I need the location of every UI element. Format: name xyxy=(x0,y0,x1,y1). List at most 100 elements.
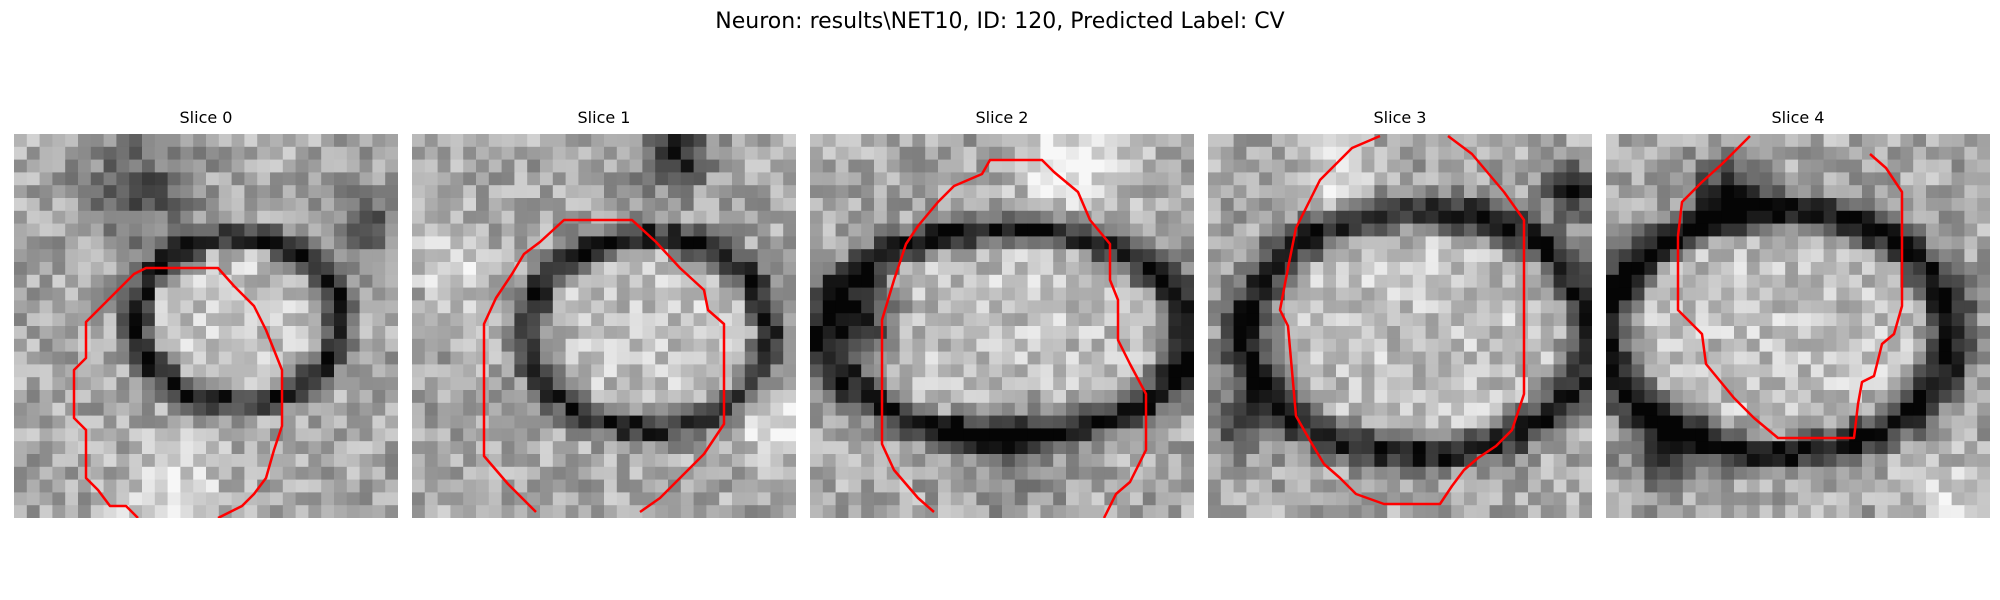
image-pixel xyxy=(488,390,502,404)
image-pixel xyxy=(886,134,900,148)
image-pixel xyxy=(1155,159,1169,173)
image-pixel xyxy=(1913,351,1927,365)
image-pixel xyxy=(1155,274,1169,288)
image-pixel xyxy=(26,364,40,378)
image-pixel xyxy=(244,274,258,288)
image-pixel xyxy=(1657,364,1671,378)
image-pixel xyxy=(1053,210,1067,224)
image-pixel xyxy=(1438,172,1452,186)
image-pixel xyxy=(899,210,913,224)
image-pixel xyxy=(1361,326,1375,340)
image-pixel xyxy=(257,198,271,212)
image-pixel xyxy=(1040,402,1054,416)
image-pixel xyxy=(1117,454,1131,468)
image-pixel xyxy=(1515,364,1529,378)
image-pixel xyxy=(604,492,618,506)
image-pixel xyxy=(1708,390,1722,404)
image-pixel xyxy=(1682,441,1696,455)
image-pixel xyxy=(1014,249,1028,263)
image-pixel xyxy=(668,210,682,224)
image-pixel xyxy=(604,390,618,404)
image-pixel xyxy=(1553,249,1567,263)
image-pixel xyxy=(976,262,990,276)
image-pixel xyxy=(450,172,464,186)
image-pixel xyxy=(359,223,373,237)
image-pixel xyxy=(142,274,156,288)
image-pixel xyxy=(1259,402,1273,416)
image-pixel xyxy=(1977,210,1990,224)
image-pixel xyxy=(757,300,771,314)
image-pixel xyxy=(1900,441,1914,455)
image-pixel xyxy=(680,492,694,506)
image-pixel xyxy=(1066,377,1080,391)
image-pixel xyxy=(1066,236,1080,250)
image-pixel xyxy=(1951,249,1965,263)
image-pixel xyxy=(835,351,849,365)
image-pixel xyxy=(668,505,682,518)
image-pixel xyxy=(1951,326,1965,340)
image-pixel xyxy=(1823,479,1837,493)
image-pixel xyxy=(668,441,682,455)
image-pixel xyxy=(629,198,643,212)
image-pixel xyxy=(1900,236,1914,250)
image-pixel xyxy=(874,479,888,493)
image-pixel xyxy=(732,466,746,480)
image-pixel xyxy=(1348,402,1362,416)
image-pixel xyxy=(810,172,824,186)
image-pixel xyxy=(90,479,104,493)
image-pixel xyxy=(693,351,707,365)
image-pixel xyxy=(1002,185,1016,199)
image-pixel xyxy=(321,146,335,160)
image-pixel xyxy=(1130,159,1144,173)
image-pixel xyxy=(822,236,836,250)
image-pixel xyxy=(1515,492,1529,506)
image-pixel xyxy=(1181,274,1194,288)
image-pixel xyxy=(757,172,771,186)
image-pixel xyxy=(1540,390,1554,404)
image-pixel xyxy=(1926,159,1940,173)
image-pixel xyxy=(693,300,707,314)
image-pixel xyxy=(706,210,720,224)
image-pixel xyxy=(1540,172,1554,186)
image-pixel xyxy=(604,262,618,276)
image-pixel xyxy=(848,134,862,148)
image-pixel xyxy=(116,146,130,160)
image-pixel xyxy=(218,454,232,468)
image-pixel xyxy=(1553,210,1567,224)
image-pixel xyxy=(810,287,824,301)
image-pixel xyxy=(1874,364,1888,378)
image-pixel xyxy=(359,262,373,276)
image-pixel xyxy=(103,236,117,250)
image-pixel xyxy=(1926,146,1940,160)
image-pixel xyxy=(1515,466,1529,480)
image-pixel xyxy=(270,146,284,160)
image-pixel xyxy=(1002,313,1016,327)
image-pixel xyxy=(1785,134,1799,148)
image-pixel xyxy=(514,492,528,506)
image-pixel xyxy=(1553,466,1567,480)
image-pixel xyxy=(206,274,220,288)
image-pixel xyxy=(1374,287,1388,301)
image-pixel xyxy=(1425,313,1439,327)
image-pixel xyxy=(257,236,271,250)
image-pixel xyxy=(963,505,977,518)
image-pixel xyxy=(886,377,900,391)
image-pixel xyxy=(1091,402,1105,416)
image-pixel xyxy=(501,249,515,263)
image-pixel xyxy=(1168,326,1182,340)
image-pixel xyxy=(1657,172,1671,186)
image-pixel xyxy=(835,377,849,391)
image-pixel xyxy=(963,441,977,455)
image-pixel xyxy=(1066,185,1080,199)
image-pixel xyxy=(1515,185,1529,199)
image-pixel xyxy=(1528,274,1542,288)
image-pixel xyxy=(925,313,939,327)
image-pixel xyxy=(424,300,438,314)
image-pixel xyxy=(1476,390,1490,404)
image-pixel xyxy=(1759,441,1773,455)
image-pixel xyxy=(1708,172,1722,186)
image-pixel xyxy=(346,428,360,442)
image-pixel xyxy=(206,146,220,160)
image-pixel xyxy=(142,492,156,506)
image-pixel xyxy=(116,249,130,263)
